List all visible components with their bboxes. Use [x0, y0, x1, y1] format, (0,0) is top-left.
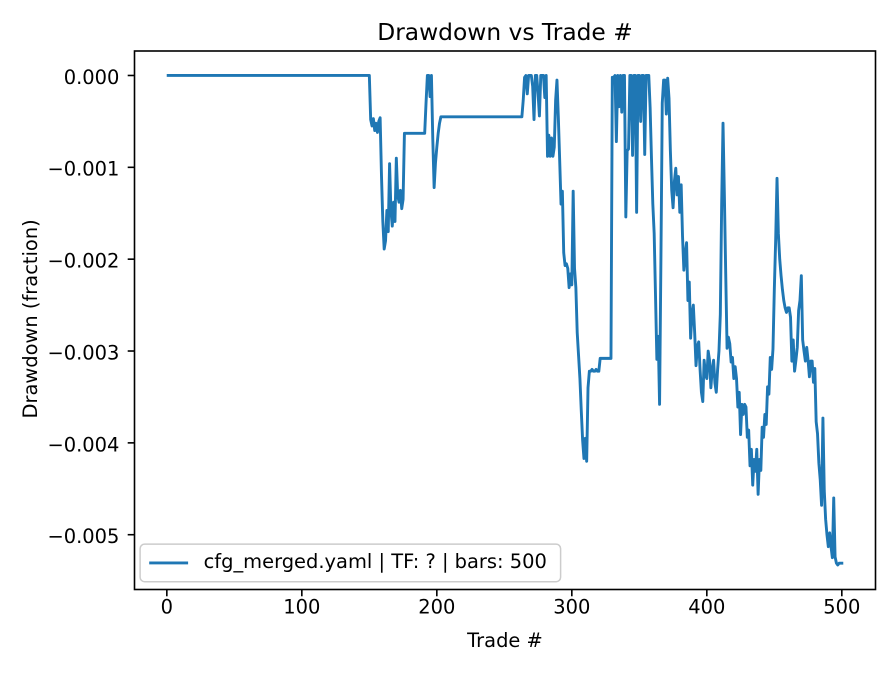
y-tick-label-5: −0.005 [47, 525, 119, 548]
drawdown-series-line [166, 74, 844, 567]
x-tick-label-300: 300 [553, 596, 590, 619]
x-tick-label-400: 400 [688, 596, 725, 619]
y-axis-label: Drawdown (fraction) [19, 219, 42, 418]
y-tick-label-0: 0.000 [64, 66, 120, 89]
x-tick-label-200: 200 [418, 596, 455, 619]
y-tick-label-4: −0.004 [47, 433, 119, 456]
axes-spines [133, 50, 877, 591]
chart-title: Drawdown vs Trade # [377, 18, 633, 46]
x-tick-label-0: 0 [161, 596, 173, 619]
y-tick-label-1: −0.001 [47, 158, 119, 181]
y-tick-label-2: −0.002 [47, 250, 119, 273]
y-tick-label-3: −0.003 [47, 341, 119, 364]
legend-frame [139, 543, 562, 583]
x-tick-label-500: 500 [823, 596, 860, 619]
x-tick-label-100: 100 [283, 596, 320, 619]
legend: cfg_merged.yaml | TF: ? | bars: 500 [139, 543, 562, 583]
legend-label: cfg_merged.yaml | TF: ? | bars: 500 [204, 550, 547, 573]
axes-ticks: 0 100 200 300 400 500 0.000 −0.001 −0.002 −0.003 −… [47, 66, 860, 619]
x-axis-label: Trade # [466, 629, 543, 652]
